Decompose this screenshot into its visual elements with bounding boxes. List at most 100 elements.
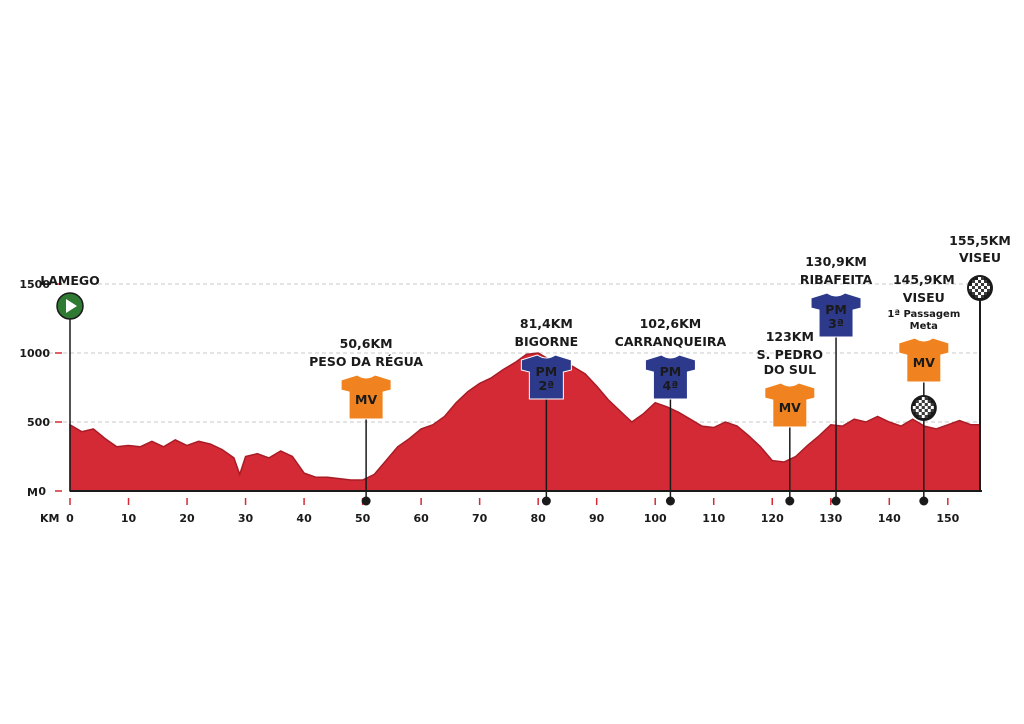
y-tick-label-1000: 1000 bbox=[19, 347, 50, 360]
finish-flag-icon-cell bbox=[984, 286, 987, 289]
finish-flag-icon-cell bbox=[975, 280, 978, 283]
finish-flag-icon-cell bbox=[975, 292, 978, 295]
finish-line-pass-icon-cell bbox=[921, 415, 925, 418]
finish-line-pass-icon-cell bbox=[924, 397, 928, 400]
finish-line-pass-icon-cell bbox=[921, 400, 925, 403]
finish-flag-icon-cell bbox=[978, 292, 981, 295]
finish-line-pass-icon-cell bbox=[930, 403, 934, 406]
jersey-category: 2ª bbox=[538, 378, 554, 393]
finish-line-pass-icon-cell bbox=[921, 412, 925, 415]
x-tick-label-90: 90 bbox=[589, 512, 605, 525]
marker-sub2: Meta bbox=[910, 321, 938, 332]
jersey-text: PM bbox=[536, 364, 558, 379]
ticks: 0 10 20 30 40 50 60 70 80 90 100 110 120 130 140 150050… bbox=[19, 278, 959, 525]
finish-flag-icon-cell bbox=[981, 289, 984, 292]
marker-dot bbox=[785, 496, 795, 506]
finish-line-pass-icon-cell bbox=[921, 406, 925, 409]
finish-line-pass-icon-cell bbox=[918, 406, 922, 409]
finish-line-pass-icon-cell bbox=[918, 412, 922, 415]
x-tick-label-30: 30 bbox=[238, 512, 254, 525]
finish-flag-icon-cell bbox=[975, 283, 978, 286]
finish-line-pass-icon-cell bbox=[927, 409, 931, 412]
finish-flag-icon-cell bbox=[984, 283, 987, 286]
finish-flag-icon-cell bbox=[972, 292, 975, 295]
x-tick-label-140: 140 bbox=[878, 512, 901, 525]
jersey-category: 3ª bbox=[828, 316, 844, 331]
x-tick-label-0: 0 bbox=[66, 512, 74, 525]
marker-dot bbox=[919, 496, 929, 506]
finish-flag-icon-cell bbox=[972, 289, 975, 292]
marker-dot bbox=[361, 496, 371, 506]
finish-line-pass-icon-cell bbox=[921, 409, 925, 412]
mountain-jersey-icon bbox=[644, 354, 696, 400]
finish-line-pass-icon-cell bbox=[924, 409, 928, 412]
sprint-jersey-icon bbox=[340, 374, 392, 420]
finish-flag-icon-cell bbox=[972, 286, 975, 289]
finish-line-pass-icon-cell bbox=[921, 397, 925, 400]
y-axis-unit: M bbox=[27, 486, 38, 499]
jersey-text: MV bbox=[355, 392, 377, 407]
finish-flag-icon-cell bbox=[972, 283, 975, 286]
finish-line-pass-icon-cell bbox=[927, 400, 931, 403]
finish-line-pass-icon-cell bbox=[915, 409, 919, 412]
finish-flag-icon-cell bbox=[984, 280, 987, 283]
sprint-jersey-icon bbox=[898, 337, 950, 383]
marker-name: VISEU bbox=[903, 290, 945, 305]
finish-flag-icon-cell bbox=[975, 295, 978, 298]
finish-flag-icon-cell bbox=[981, 292, 984, 295]
x-tick-label-10: 10 bbox=[121, 512, 137, 525]
finish-line-pass-icon-cell bbox=[930, 406, 934, 409]
finish-line-pass-icon-cell bbox=[912, 409, 916, 412]
finish-line-pass-icon-cell bbox=[918, 415, 922, 418]
finish-flag-icon-cell bbox=[978, 280, 981, 283]
finish-flag-icon-cell bbox=[978, 289, 981, 292]
x-tick-label-110: 110 bbox=[702, 512, 725, 525]
finish-line-pass-icon-cell bbox=[915, 400, 919, 403]
marker-name: RIBAFEITA bbox=[800, 272, 873, 287]
finish-flag-icon bbox=[967, 275, 993, 301]
mountain-jersey-icon bbox=[520, 354, 572, 400]
marker-name: CARRANQUEIRA bbox=[615, 334, 727, 349]
marker-0: LAMEGO bbox=[40, 273, 100, 320]
x-axis-title: KM bbox=[40, 512, 59, 525]
finish-line-pass-icon-cell bbox=[924, 403, 928, 406]
finish-line-pass-icon-cell bbox=[912, 406, 916, 409]
finish-flag-icon-cell bbox=[987, 289, 990, 292]
y-tick-label-500: 500 bbox=[27, 416, 50, 429]
play-arrow-icon bbox=[66, 299, 77, 313]
jersey-text: MV bbox=[779, 400, 801, 415]
marker-km: 50,6KM bbox=[340, 336, 393, 351]
finish-line-pass-icon-cell bbox=[927, 406, 931, 409]
marker-name: PESO DA RÉGUA bbox=[309, 354, 423, 369]
x-tick-label-70: 70 bbox=[472, 512, 488, 525]
x-tick-label-120: 120 bbox=[761, 512, 784, 525]
finish-flag-icon-cell bbox=[984, 289, 987, 292]
finish-flag-icon-cell bbox=[981, 295, 984, 298]
finish-flag-icon-cell bbox=[975, 289, 978, 292]
y-tick-label-0: 0 bbox=[38, 485, 46, 498]
marker-km: 123KM bbox=[766, 329, 814, 344]
marker-dot bbox=[541, 496, 551, 506]
x-tick-label-80: 80 bbox=[531, 512, 547, 525]
finish-flag-icon-cell bbox=[981, 280, 984, 283]
finish-line-pass-icon-cell bbox=[924, 415, 928, 418]
marker-name: BIGORNE bbox=[515, 334, 579, 349]
finish-line-pass-icon-cell bbox=[924, 400, 928, 403]
x-tick-label-150: 150 bbox=[936, 512, 959, 525]
x-tick-label-60: 60 bbox=[413, 512, 429, 525]
finish-line-pass-icon-cell bbox=[930, 409, 934, 412]
finish-line-pass-icon-cell bbox=[921, 403, 925, 406]
marker-dot bbox=[665, 496, 675, 506]
sprint-jersey-icon bbox=[764, 382, 816, 428]
finish-flag-icon-cell bbox=[969, 286, 972, 289]
finish-flag-icon-cell bbox=[969, 289, 972, 292]
finish-name-label: VISEU bbox=[959, 250, 1001, 265]
marker-name: S. PEDRO bbox=[757, 347, 823, 362]
marker-name2: DO SUL bbox=[764, 362, 817, 377]
x-tick-label-130: 130 bbox=[819, 512, 842, 525]
finish-line-pass-icon-cell bbox=[927, 412, 931, 415]
